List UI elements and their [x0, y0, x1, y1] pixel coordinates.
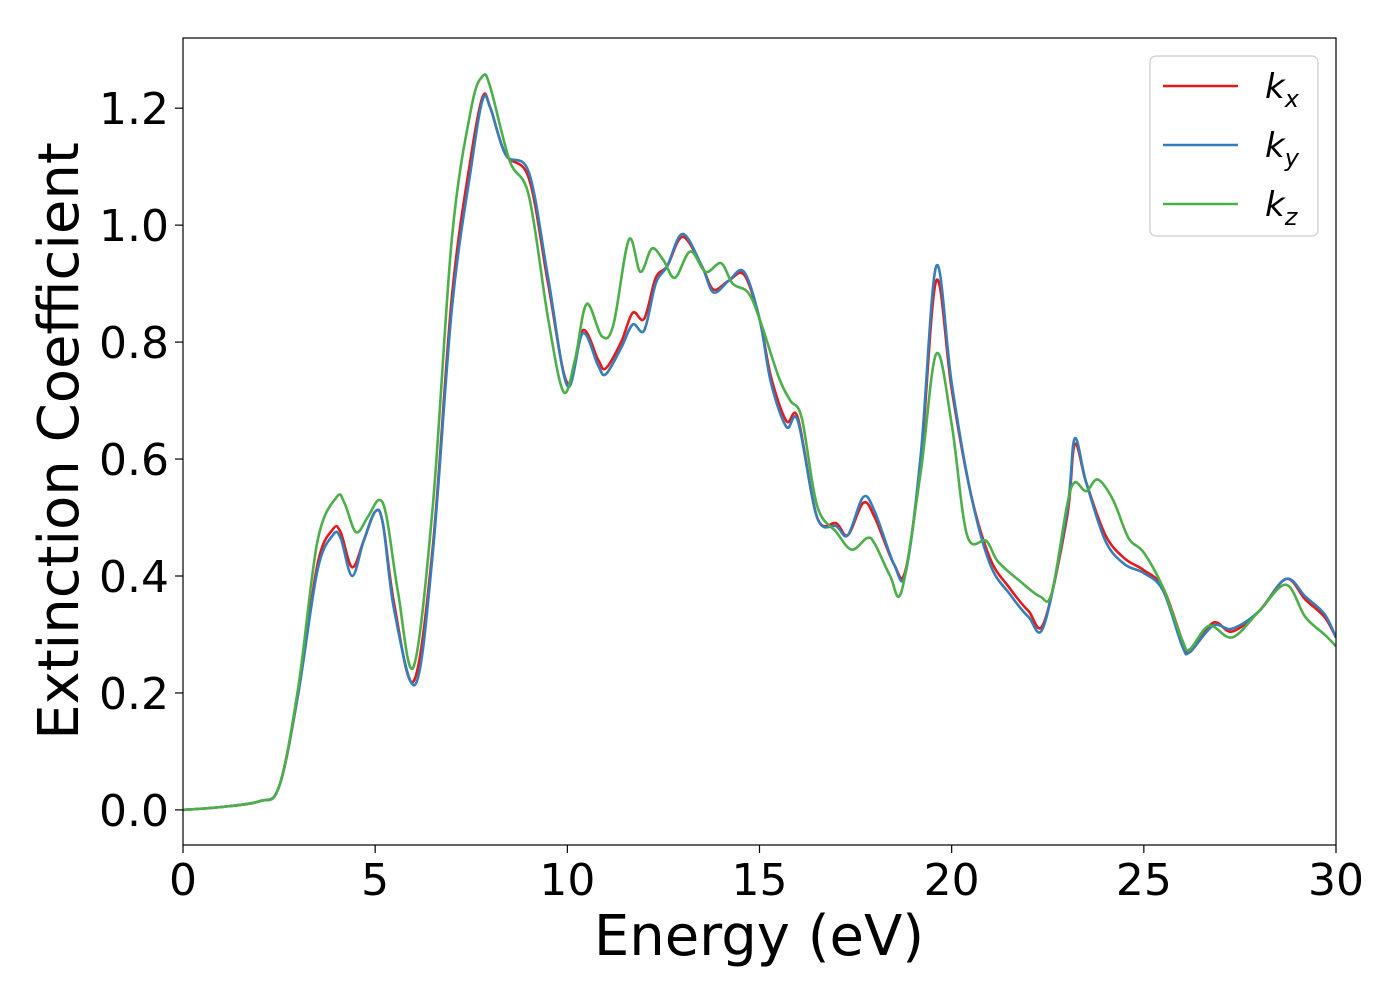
y-tick-label: 0.6 [99, 435, 169, 486]
x-tick-label: 25 [1116, 855, 1172, 906]
x-axis-ticks: 0 5 10 15 20 25 30 [169, 845, 1364, 906]
series-line-y [183, 94, 1336, 812]
x-tick-label: 0 [169, 855, 197, 906]
legend-label-y: ky [1265, 126, 1300, 172]
y-tick-label: 1.2 [99, 84, 169, 135]
y-axis-label: Extinction Coefficient [27, 142, 92, 740]
y-tick-label: 0.2 [99, 669, 169, 720]
legend-label-z: kz [1265, 185, 1299, 231]
y-tick-label: 0.0 [99, 786, 169, 837]
y-tick-label: 0.8 [99, 318, 169, 369]
legend-items: kx ky kz [1163, 67, 1300, 231]
x-tick-label: 20 [924, 855, 980, 906]
series-layer [183, 73, 1336, 812]
x-tick-label: 5 [361, 855, 389, 906]
x-axis-label: Energy (eV) [594, 904, 924, 969]
x-tick-label: 15 [732, 855, 788, 906]
y-axis-ticks: 0.0 0.2 0.4 0.6 0.8 1.0 1.2 [99, 84, 183, 837]
legend: kx ky kz [1149, 55, 1319, 237]
y-tick-label: 0.4 [99, 552, 169, 603]
x-tick-label: 10 [539, 855, 595, 906]
y-tick-label: 1.0 [99, 201, 169, 252]
x-tick-label: 30 [1308, 855, 1364, 906]
legend-label-x: kx [1265, 67, 1300, 113]
series-line-z [183, 73, 1336, 812]
